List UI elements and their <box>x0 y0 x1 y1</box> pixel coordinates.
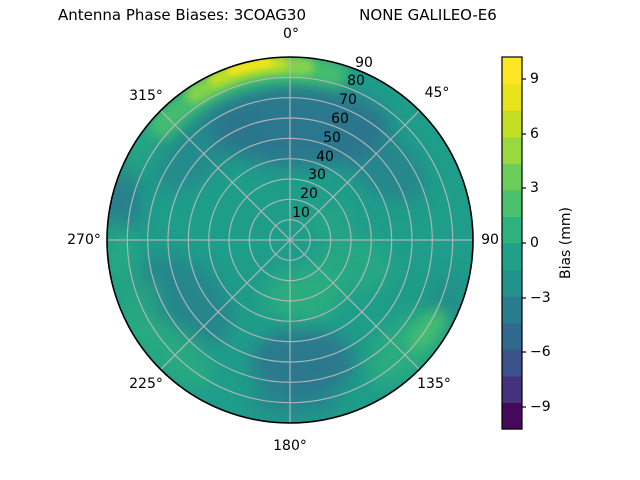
colorbar-band <box>502 57 522 85</box>
radial-tick-label-10: 10 <box>292 205 310 221</box>
negative-region-northeast <box>341 128 425 202</box>
colorbar-band <box>502 110 522 138</box>
polar-grid <box>107 57 473 423</box>
radial-tick-label-40: 40 <box>316 149 334 165</box>
radial-tick-label-60: 60 <box>331 111 349 127</box>
negative-region-bottom <box>251 328 355 396</box>
colorbar-gradient <box>502 57 522 430</box>
radial-tick-label-70: 70 <box>339 92 357 108</box>
colorbar-band <box>502 189 522 218</box>
negative-region-northwest <box>156 104 244 192</box>
colorbar: 9 6 3 0 −3 −6 −9 Bias (mm) <box>501 56 574 430</box>
radial-tick-label-90: 90 <box>355 55 373 71</box>
colorbar-tick-label-0: 0 <box>530 235 539 251</box>
colorbar-band <box>502 269 522 297</box>
polar-outline <box>106 56 474 424</box>
grid-spoke-135-315 <box>160 110 420 370</box>
azimuth-label-0: 0° <box>283 26 299 42</box>
colorbar-band <box>502 136 522 164</box>
colorbar-tick-label-neg3: −3 <box>530 290 551 306</box>
azimuth-label-45: 45° <box>425 85 450 101</box>
radial-tick-label-80: 80 <box>347 73 365 89</box>
chart-title-main: Antenna Phase Biases: 3COAG30 <box>58 6 306 24</box>
colorbar-band <box>502 83 522 111</box>
colorbar-tick-marks <box>522 78 526 408</box>
high-bias-arc <box>149 57 348 139</box>
azimuth-label-270: 270° <box>67 232 101 248</box>
colorbar-band <box>502 349 522 377</box>
colorbar-band <box>502 243 522 271</box>
colorbar-band <box>502 163 522 191</box>
negative-region-bottom-rim <box>250 382 340 418</box>
positive-region-center-right <box>308 206 352 238</box>
radial-tick-labels: 10 20 30 40 50 60 70 80 90 <box>292 55 373 221</box>
colorbar-tick-label-6: 6 <box>530 126 539 142</box>
colorbar-tick-label-neg6: −6 <box>530 344 551 360</box>
colorbar-tick-labels: 9 6 3 0 −3 −6 −9 <box>530 71 551 415</box>
positive-region-left-rim <box>107 220 137 292</box>
colorbar-band <box>502 375 522 404</box>
colorbar-tick-label-3: 3 <box>530 180 539 196</box>
azimuth-label-180: 180° <box>273 438 307 454</box>
azimuth-tick-labels: 0° 45° 90 135° 180° 225° 270° 315° <box>67 26 499 454</box>
colorbar-tick-label-neg9: −9 <box>530 399 551 415</box>
colorbar-band <box>502 402 522 430</box>
azimuth-label-90: 90 <box>481 232 499 248</box>
azimuth-label-315: 315° <box>129 88 163 104</box>
azimuth-label-225: 225° <box>129 376 163 392</box>
azimuth-label-135: 135° <box>417 376 451 392</box>
colorbar-axis-label: Bias (mm) <box>558 207 574 279</box>
radial-tick-label-50: 50 <box>323 130 341 146</box>
colorbar-band <box>502 322 522 350</box>
positive-region-right-mid <box>310 238 394 294</box>
colorbar-band <box>502 216 522 244</box>
radial-tick-label-30: 30 <box>308 167 326 183</box>
radial-tick-label-20: 20 <box>300 186 318 202</box>
chart-title-signal: NONE GALILEO-E6 <box>359 6 497 24</box>
arc-yellow-layer <box>227 57 273 76</box>
colorbar-tick-label-9: 9 <box>530 71 539 87</box>
colorbar-band <box>502 296 522 324</box>
